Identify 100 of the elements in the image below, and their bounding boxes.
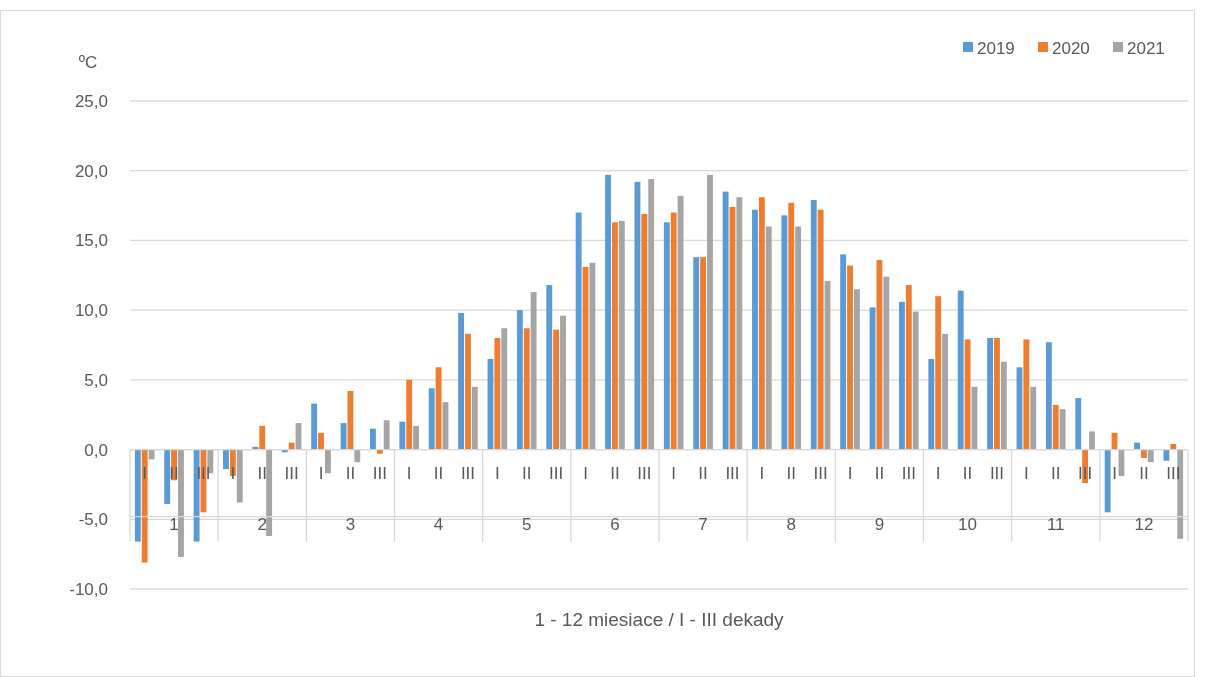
bar (700, 257, 707, 450)
annotation: 7 (698, 514, 708, 534)
bar (648, 179, 655, 450)
bar (847, 265, 853, 450)
legend-label: 2020 (1052, 38, 1090, 58)
bar (399, 421, 406, 450)
x-tick-label: III (372, 463, 387, 483)
bar (942, 333, 949, 450)
bar (905, 285, 912, 450)
bar (795, 226, 802, 450)
bar (1000, 361, 1007, 450)
legend-label: 2019 (977, 38, 1015, 58)
bar (141, 449, 148, 563)
bar (817, 209, 824, 450)
x-tick-label: I (406, 463, 412, 483)
bar (693, 257, 700, 450)
x-tick-label: III (813, 463, 828, 483)
bar (964, 339, 971, 450)
bar (354, 449, 361, 463)
annotation: 11 (1046, 514, 1065, 534)
x-tick-label: III (460, 463, 476, 483)
bar (516, 310, 523, 450)
bar (840, 254, 847, 450)
y-axis-title: ºC (78, 53, 98, 72)
x-tick-label: II (610, 463, 620, 483)
x-tick-label: I (671, 463, 677, 483)
x-tick-label: III (196, 463, 211, 483)
x-tick-label: I (1023, 463, 1029, 483)
x-tick-label: III (725, 463, 740, 483)
bar (1140, 449, 1147, 458)
bar (347, 391, 354, 450)
bar (164, 449, 171, 504)
bar (134, 449, 141, 542)
bar (494, 338, 501, 450)
y-tick-label: 15,0 (74, 231, 108, 251)
bar (1045, 342, 1052, 450)
x-tick-label: I (142, 463, 148, 483)
bar (605, 174, 611, 450)
bar (589, 262, 596, 450)
y-tick-label: 0,0 (84, 440, 108, 460)
bar (193, 449, 200, 542)
bar (266, 449, 273, 537)
x-tick-label: II (522, 463, 532, 483)
y-tick-label: 5,0 (84, 370, 108, 390)
bar (670, 212, 677, 450)
x-tick-label: II (962, 463, 973, 483)
bar (546, 285, 553, 450)
annotation: 6 (610, 514, 620, 534)
bar (957, 290, 964, 450)
x-tick-label: I (230, 463, 236, 483)
bar (383, 420, 390, 450)
bar (259, 425, 266, 450)
x-tick-label: III (637, 463, 652, 483)
bar (223, 449, 229, 470)
bar (1030, 386, 1037, 450)
x-tick-label: III (549, 463, 564, 483)
annotation: 2 (257, 514, 267, 534)
bar (707, 174, 713, 450)
x-tick-label: II (874, 463, 885, 483)
bar (677, 195, 684, 450)
bar (883, 276, 890, 450)
y-tick-label: -10,0 (69, 579, 108, 599)
bar (912, 311, 919, 450)
bar (458, 312, 465, 450)
annotation: 1 (169, 514, 179, 534)
bar (369, 428, 376, 450)
annotation: 4 (433, 514, 444, 534)
bar (413, 425, 420, 450)
legend-label: 2021 (1127, 38, 1165, 58)
annotation: 8 (786, 514, 796, 534)
bar (376, 449, 383, 454)
bar (641, 213, 648, 450)
bar (560, 315, 566, 450)
y-tick-label: 25,0 (74, 91, 108, 111)
x-tick-label: II (698, 463, 708, 483)
bar (1147, 449, 1154, 463)
bar (236, 449, 243, 503)
bar (1170, 443, 1177, 450)
bar (178, 449, 184, 557)
bar (935, 296, 942, 450)
bar (471, 386, 478, 450)
annotation: 9 (874, 514, 885, 534)
x-tick-label: II (257, 463, 267, 483)
x-tick-label: I (1112, 463, 1117, 483)
bar (501, 328, 508, 450)
x-tick-label: I (318, 463, 324, 483)
bar (1104, 449, 1111, 513)
bar (765, 226, 772, 450)
bar (618, 220, 625, 450)
bar (634, 181, 641, 450)
bar (523, 328, 530, 450)
bar (318, 432, 324, 450)
bar (428, 388, 435, 450)
bar (928, 358, 935, 450)
x-tick-label: I (583, 463, 588, 483)
x-tick-label: III (901, 463, 916, 483)
x-tick-label: II (786, 463, 796, 483)
bar (994, 338, 1000, 450)
x-tick-label: III (1166, 463, 1181, 483)
y-tick-label: 10,0 (74, 301, 108, 321)
